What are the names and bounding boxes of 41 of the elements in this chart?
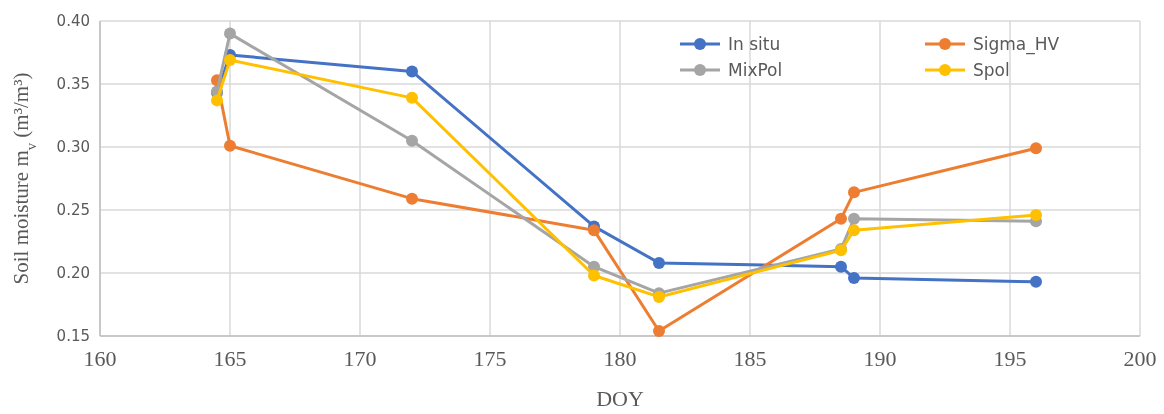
x-tick-label: 185	[733, 346, 767, 371]
point	[835, 260, 847, 273]
x-tick-label: 175	[473, 346, 507, 371]
x-tick-label: 195	[993, 346, 1027, 371]
point	[406, 91, 418, 104]
point	[848, 186, 860, 199]
point	[1030, 275, 1042, 288]
point	[406, 65, 418, 78]
y-tick-label: 0.40	[56, 12, 90, 31]
point	[848, 272, 860, 285]
point	[653, 324, 665, 337]
point	[224, 54, 236, 67]
legend-label: Spol	[973, 59, 1010, 80]
point	[1030, 142, 1042, 155]
point	[588, 224, 600, 237]
legend-label: In situ	[728, 33, 781, 54]
point	[1030, 209, 1042, 222]
point	[588, 269, 600, 282]
y-tick-label: 0.25	[56, 201, 90, 220]
x-tick-label: 165	[213, 346, 247, 371]
point	[211, 94, 223, 107]
point	[406, 134, 418, 147]
x-tick-label: 160	[83, 346, 117, 371]
y-tick-label: 0.30	[56, 138, 90, 157]
x-tick-label: 190	[863, 346, 897, 371]
x-tick-label: 170	[343, 346, 377, 371]
x-tick-label: 200	[1123, 346, 1157, 371]
point	[406, 192, 418, 205]
x-tick-label: 180	[603, 346, 637, 371]
y-tick-label: 0.20	[56, 264, 90, 283]
point	[653, 256, 665, 269]
point	[224, 139, 236, 152]
point	[848, 212, 860, 225]
y-tick-label: 0.15	[56, 327, 90, 346]
legend-label: Sigma_HV	[973, 33, 1060, 55]
point	[848, 224, 860, 237]
y-tick-label: 0.35	[56, 75, 90, 94]
point	[224, 27, 236, 40]
legend-label: MixPol	[728, 59, 783, 80]
point	[835, 212, 847, 225]
x-axis-title: DOY	[596, 386, 644, 411]
